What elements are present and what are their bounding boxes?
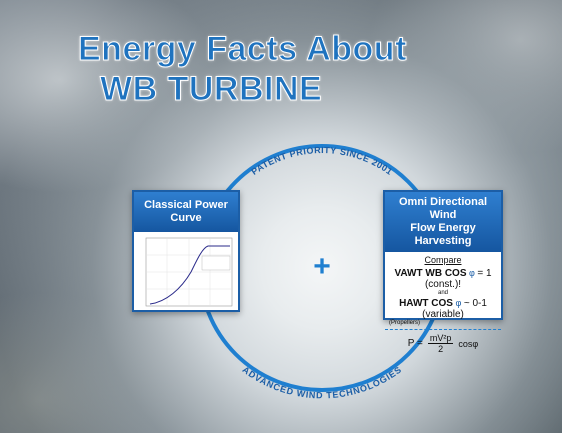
numerator: mV²p — [427, 333, 454, 344]
hawt-row: HAWT COS φ ~ 0-1 (variable) — [385, 298, 501, 320]
title-line: Energy Facts About — [78, 30, 407, 69]
formula-lhs: P = — [407, 338, 423, 349]
propellers-label: (Propellers) — [389, 320, 421, 326]
arc-label: ADVANCED WIND TECHNOLOGIES — [241, 364, 403, 400]
vawt-value: = 1 (const.)! — [424, 268, 492, 290]
formula: P = mV²p 2 cosφ — [385, 333, 501, 354]
power-curve-chart — [145, 237, 233, 307]
card-header: Omni Directional Wind Flow Energy Harves… — [385, 192, 501, 252]
divider — [385, 329, 501, 330]
and-label: and — [437, 290, 448, 296]
formula-cos: cosφ — [458, 338, 479, 349]
header-line: Flow Energy Harvesting — [410, 222, 476, 247]
hawt-value: ~ 0-1 (variable) — [422, 298, 487, 320]
compare-label: Compare — [424, 255, 462, 265]
phi: φ — [469, 268, 475, 278]
hawt-label: HAWT COS — [399, 298, 453, 309]
arc-text: PATENT PRIORITY SINCE 2001 — [249, 145, 394, 177]
vawt-row: VAWT WB COS φ = 1 (const.)! — [385, 268, 501, 290]
right-card: Omni Directional Wind Flow Energy Harves… — [383, 190, 503, 354]
fraction: mV²p 2 — [427, 333, 454, 354]
header-line: Omni Directional Wind — [398, 196, 488, 221]
center-symbol: + — [313, 250, 331, 283]
left-card: Classical Power Curve — [132, 190, 240, 312]
denominator: 2 — [438, 344, 444, 354]
phi: φ — [455, 298, 462, 308]
card-header: Classical Power Curve — [134, 192, 238, 232]
arc-label: PATENT PRIORITY SINCE 2001 — [249, 145, 394, 177]
title-line: WB TURBINE — [99, 70, 323, 109]
arc-text: ADVANCED WIND TECHNOLOGIES — [241, 364, 404, 400]
vawt-label: VAWT WB COS — [394, 268, 467, 279]
